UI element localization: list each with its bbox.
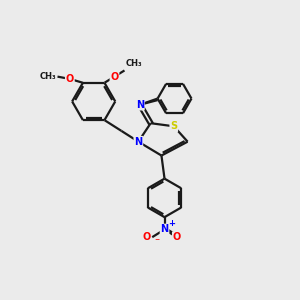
Text: S: S xyxy=(170,121,177,131)
Text: O: O xyxy=(173,232,181,242)
Text: CH₃: CH₃ xyxy=(125,59,142,68)
Text: O: O xyxy=(142,232,151,242)
Text: ⁻: ⁻ xyxy=(154,238,159,248)
Text: +: + xyxy=(168,219,175,228)
Text: N: N xyxy=(134,137,142,147)
Text: N: N xyxy=(136,100,144,110)
Text: O: O xyxy=(66,74,74,84)
Text: O: O xyxy=(110,72,118,82)
Text: N: N xyxy=(160,224,169,235)
Text: CH₃: CH₃ xyxy=(39,72,56,81)
